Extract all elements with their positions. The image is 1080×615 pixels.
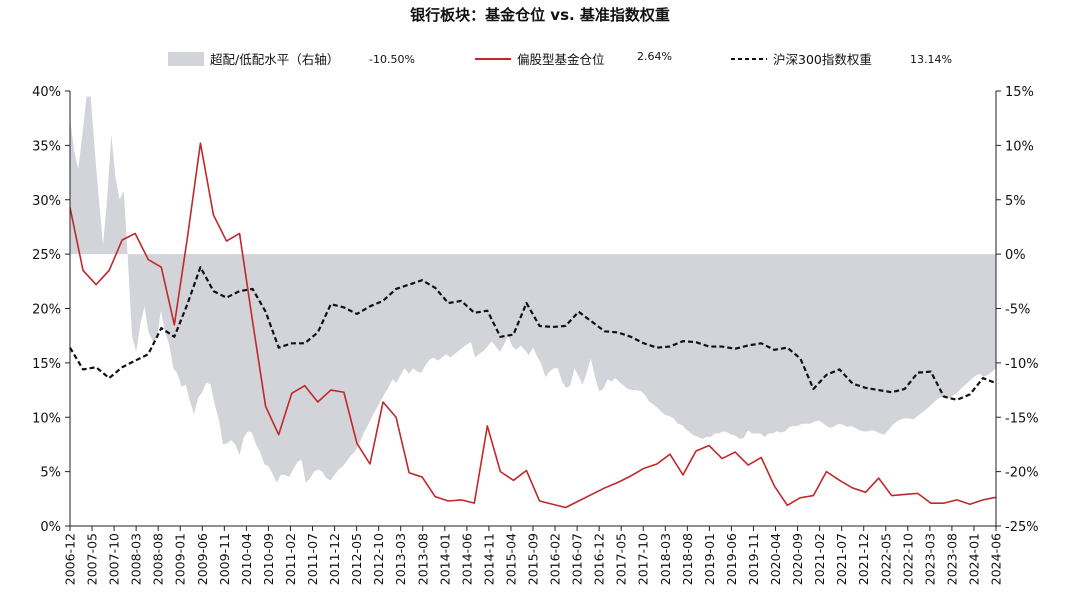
x-tick-label: 2014-11	[481, 533, 496, 585]
x-tick-label: 2022-05	[878, 533, 893, 585]
x-tick-label: 2016-12	[592, 533, 607, 585]
left-tick-label: 15%	[32, 357, 61, 372]
x-tick-label: 2019-01	[702, 533, 717, 585]
legend-item-fund-position: 偏股型基金仓位 2.64%	[475, 50, 672, 67]
x-tick-label: 2013-08	[415, 533, 430, 585]
x-tick-label: 2021-12	[856, 533, 871, 585]
right-tick-label: -25%	[1005, 520, 1039, 535]
x-tick-label: 2012-10	[371, 533, 386, 585]
x-tick-label: 2020-09	[790, 533, 805, 585]
right-tick-label: -20%	[1005, 466, 1039, 481]
x-tick-label: 2023-03	[922, 533, 937, 585]
left-tick-label: 20%	[32, 303, 61, 318]
x-tick-label: 2020-04	[768, 533, 783, 585]
legend-item-overweight: 超配/低配水平（右轴） -10.50%	[168, 52, 415, 67]
legend-value-index-weight: 13.14%	[910, 53, 952, 66]
x-tick-label: 2019-11	[746, 533, 761, 585]
left-tick-label: 30%	[32, 194, 61, 209]
x-tick-label: 2018-08	[680, 533, 695, 585]
left-tick-label: 0%	[40, 520, 61, 535]
x-tick-label: 2021-07	[834, 533, 849, 585]
x-tick-label: 2009-01	[173, 533, 188, 585]
right-tick-label: 15%	[1005, 85, 1034, 100]
legend-label-index-weight: 沪深300指数权重	[773, 52, 872, 67]
legend-value-fund-position: 2.64%	[637, 50, 672, 63]
left-tick-label: 10%	[32, 411, 61, 426]
legend-item-index-weight: 沪深300指数权重 13.14%	[731, 52, 952, 67]
x-tick-label: 2011-07	[305, 533, 320, 585]
x-tick-label: 2014-01	[437, 533, 452, 585]
right-tick-label: -10%	[1005, 357, 1039, 372]
legend-value-overweight: -10.50%	[369, 53, 415, 66]
x-tick-label: 2023-08	[944, 533, 959, 585]
x-tick-label: 2006-12	[63, 533, 78, 585]
x-tick-label: 2008-03	[129, 533, 144, 585]
legend-label-overweight: 超配/低配水平（右轴）	[210, 52, 339, 67]
left-tick-label: 25%	[32, 248, 61, 263]
x-tick-label: 2011-12	[327, 533, 342, 585]
x-tick-label: 2017-05	[614, 533, 629, 585]
legend-swatch-overweight	[168, 52, 204, 66]
x-tick-label: 2013-03	[393, 533, 408, 585]
series-line-fund-position	[69, 142, 997, 509]
x-tick-label: 2015-09	[526, 533, 541, 585]
x-tick-label: 2019-06	[724, 533, 739, 585]
x-tick-label: 2017-10	[636, 533, 651, 585]
x-tick-label: 2010-09	[261, 533, 276, 585]
x-tick-label: 2014-06	[459, 533, 474, 585]
series-area-overweight	[70, 96, 996, 483]
x-tick-label: 2008-08	[151, 533, 166, 585]
x-tick-label: 2007-05	[85, 533, 100, 585]
left-tick-label: 5%	[40, 466, 61, 481]
right-tick-label: 0%	[1005, 248, 1026, 263]
x-tick-label: 2022-10	[900, 533, 915, 585]
series-line-index-weight	[69, 266, 997, 401]
left-tick-label: 40%	[32, 85, 61, 100]
right-tick-label: -5%	[1005, 303, 1030, 318]
x-tick-label: 2012-05	[349, 533, 364, 585]
x-tick-label: 2021-02	[812, 533, 827, 585]
x-tick-label: 2007-10	[107, 533, 122, 585]
plot-area: 0% 5% 10% 15% 20% 25% 30% 35% 40% -25% -20% -15% -10…	[32, 85, 1039, 585]
legend-label-fund-position: 偏股型基金仓位	[517, 52, 605, 67]
x-tick-label: 2018-03	[658, 533, 673, 585]
x-tick-label: 2016-07	[570, 533, 585, 585]
x-tick-label: 2024-01	[966, 533, 981, 585]
x-tick-label: 2024-06	[989, 533, 1004, 585]
x-tick-label: 2011-02	[283, 533, 298, 585]
legend: 超配/低配水平（右轴） -10.50% 偏股型基金仓位 2.64% 沪深300指…	[168, 50, 952, 67]
right-tick-label: 10%	[1005, 139, 1034, 154]
right-tick-label: -15%	[1005, 411, 1039, 426]
x-tick-label: 2009-06	[195, 533, 210, 585]
x-tick-label: 2015-04	[503, 533, 518, 585]
right-tick-label: 5%	[1005, 194, 1026, 209]
left-tick-label: 35%	[32, 139, 61, 154]
x-tick-label: 2016-02	[548, 533, 563, 585]
x-tick-label: 2010-04	[239, 533, 254, 585]
x-tick-label: 2009-11	[217, 533, 232, 585]
chart-title: 银行板块：基金仓位 vs. 基准指数权重	[410, 6, 670, 24]
